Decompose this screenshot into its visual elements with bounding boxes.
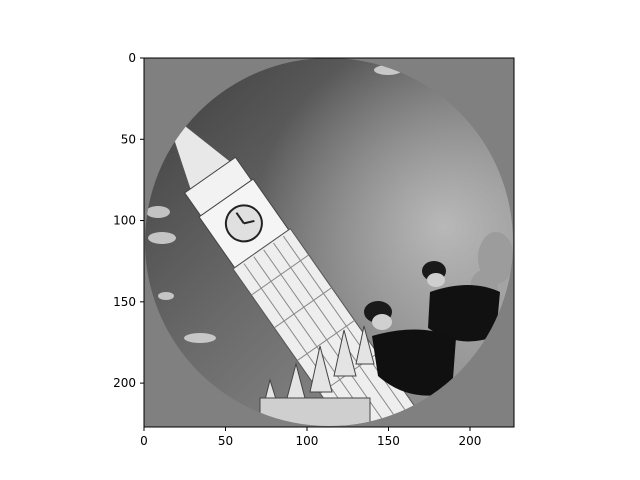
image-area [144,58,514,427]
clock-tower [170,122,423,426]
x-tick-label: 150 [377,434,400,448]
palace-spires [259,325,375,426]
y-tick-label: 150 [113,295,136,309]
x-tick-label: 200 [459,434,482,448]
police-officers [364,261,500,396]
x-tick-label: 100 [296,434,319,448]
y-tick-label: 100 [113,214,136,228]
x-tick-label: 0 [140,434,148,448]
y-tick-label: 200 [113,376,136,390]
x-tick-label: 50 [218,434,233,448]
photo-circle [145,58,513,426]
x-axis: 0 50 100 150 200 [140,427,481,448]
y-tick-label: 50 [121,132,136,146]
y-axis: 0 50 100 150 200 [113,51,144,390]
y-tick-label: 0 [128,51,136,65]
